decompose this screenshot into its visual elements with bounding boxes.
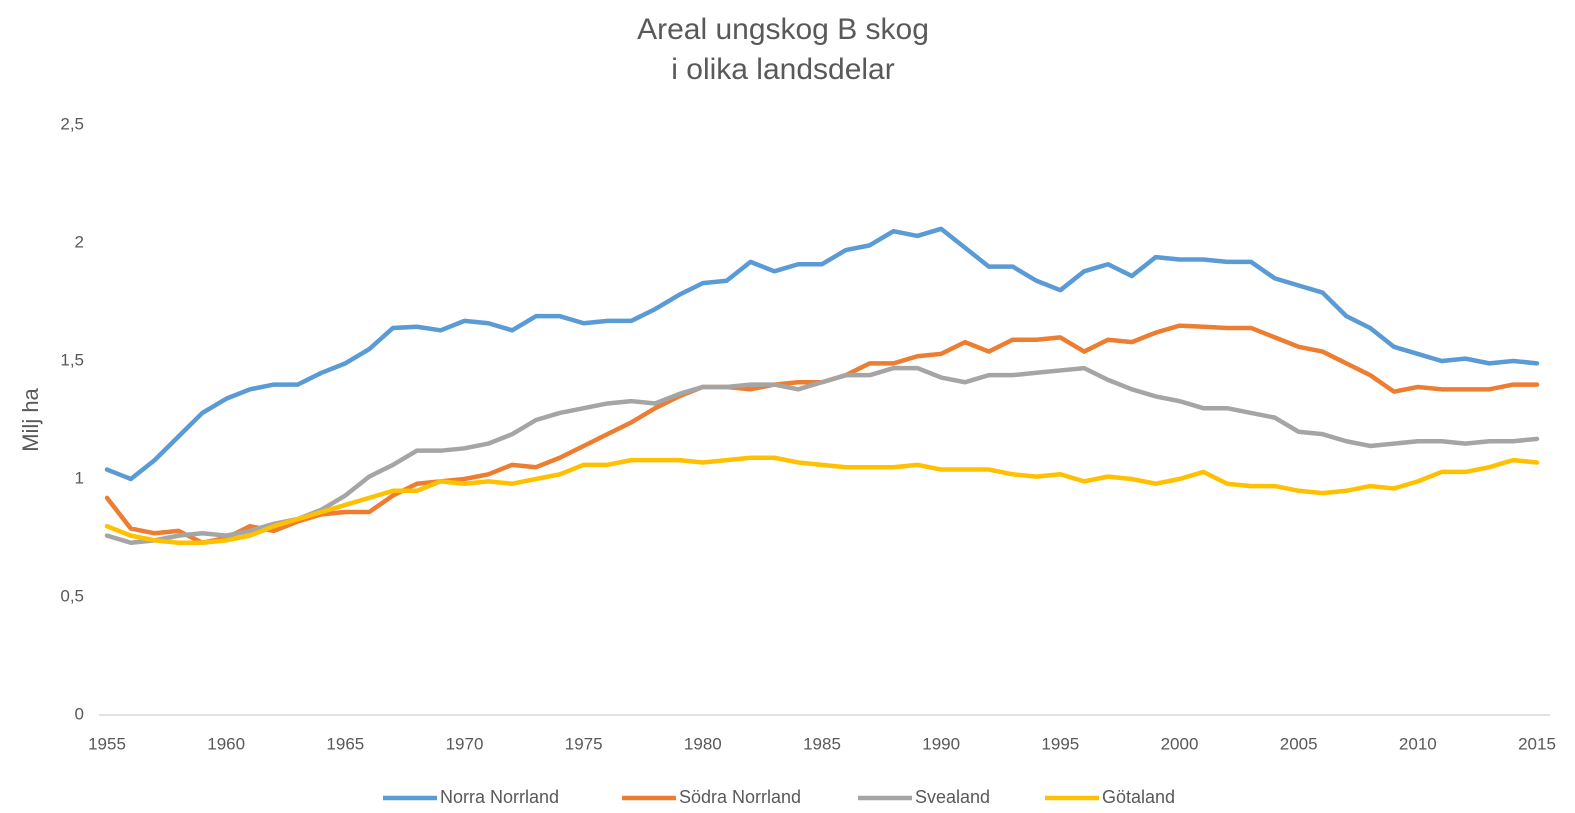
x-tick-label: 2005 [1280,734,1318,753]
x-tick-label: 1965 [326,734,364,753]
legend-label: Götaland [1102,787,1175,807]
legend-label: Svealand [915,787,990,807]
series-line [104,365,1540,545]
x-tick-label: 1985 [803,734,841,753]
y-tick-label: 0 [75,704,84,723]
x-tick-label: 1960 [207,734,245,753]
y-axis-title: Milj ha [18,387,43,451]
series-line [104,226,1540,482]
x-tick-label: 2000 [1161,734,1199,753]
y-tick-label: 1 [75,468,84,487]
legend-label: Norra Norrland [440,787,559,807]
y-tick-label: 1,5 [60,350,84,369]
y-tick-label: 2 [75,232,84,251]
x-tick-label: 1955 [88,734,126,753]
legend-label: Södra Norrland [679,787,801,807]
chart-title: i olika landsdelar [671,53,894,86]
x-tick-label: 1980 [684,734,722,753]
x-tick-label: 1995 [1041,734,1079,753]
x-tick-label: 1970 [446,734,484,753]
x-tick-label: 2015 [1518,734,1556,753]
y-tick-label: 2,5 [60,114,84,133]
x-tick-label: 2010 [1399,734,1437,753]
x-tick-label: 1990 [922,734,960,753]
y-tick-label: 0,5 [60,586,84,605]
chart-title: Areal ungskog B skog [637,13,929,46]
x-tick-label: 1975 [565,734,603,753]
series-line [104,455,1540,545]
